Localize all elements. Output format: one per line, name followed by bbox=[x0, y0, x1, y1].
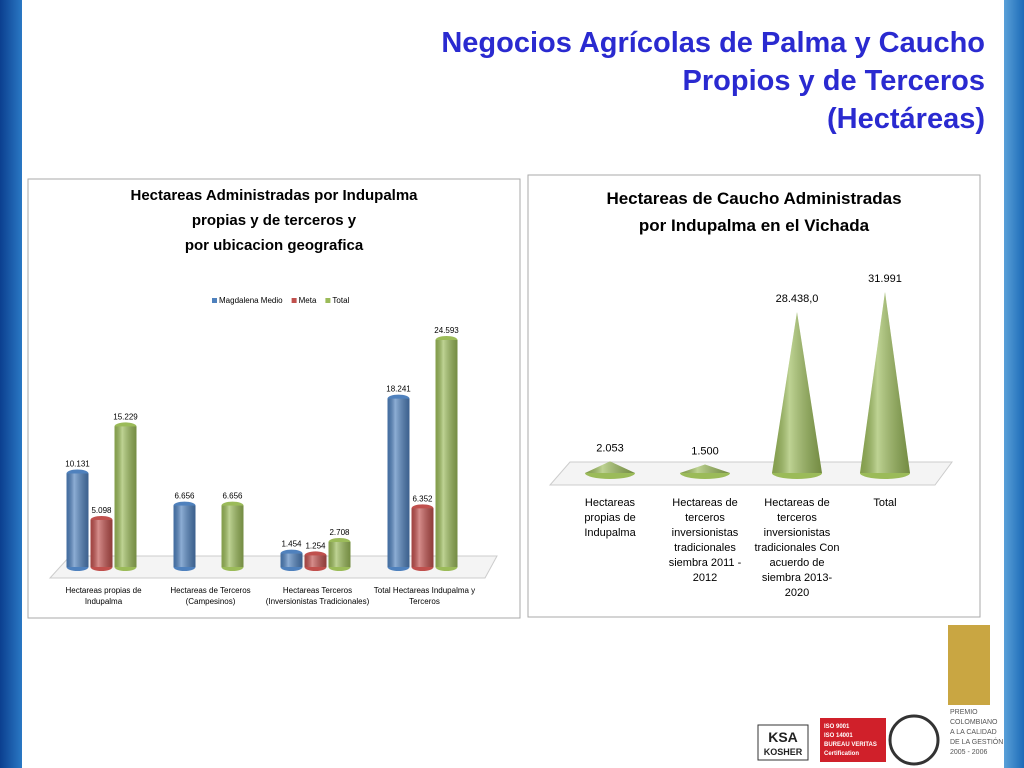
legend-label: Meta bbox=[299, 296, 317, 305]
bar-shine bbox=[90, 519, 113, 567]
value-label: 31.991 bbox=[868, 273, 902, 285]
premio-text: PREMIO bbox=[950, 709, 978, 716]
cone-shine bbox=[860, 292, 910, 473]
value-label: 5.098 bbox=[91, 506, 112, 515]
value-label: 2.053 bbox=[596, 442, 624, 454]
bv-text: ISO 14001 bbox=[824, 733, 853, 739]
value-label: 18.241 bbox=[386, 385, 411, 394]
chart-frame bbox=[527, 174, 981, 618]
chart-title: propias y de terceros y bbox=[192, 212, 357, 229]
x-tick-label: Hectareas propias de Indupalma bbox=[584, 497, 636, 539]
value-label: 2.708 bbox=[329, 528, 350, 537]
legend-swatch bbox=[212, 298, 217, 303]
ksa-text: KSA bbox=[768, 729, 798, 745]
right-stripe bbox=[1004, 0, 1024, 768]
ksa-text: KOSHER bbox=[764, 747, 803, 757]
value-label: 6.352 bbox=[412, 494, 433, 503]
x-tick-label: Total Hectareas Indupalma y Terceros bbox=[373, 586, 476, 606]
left-stripe bbox=[0, 0, 22, 768]
legend-swatch bbox=[325, 298, 331, 303]
x-tick-label: Hectareas de terceros inversionistas tra… bbox=[668, 497, 742, 584]
bar-shine bbox=[387, 398, 410, 567]
x-tick-label: Total bbox=[873, 497, 897, 509]
bar-shine bbox=[66, 473, 89, 567]
bv-logo bbox=[820, 718, 886, 762]
value-label: 6.656 bbox=[174, 492, 195, 501]
bv-text: Certification bbox=[824, 751, 859, 757]
bar-shine bbox=[304, 555, 327, 567]
x-tick-label: Hectareas de terceros inversionistas tra… bbox=[754, 497, 840, 599]
legend-swatch bbox=[291, 298, 297, 303]
premio-text: 2005 - 2006 bbox=[950, 749, 987, 756]
bar-shine bbox=[280, 553, 303, 567]
value-label: 6.656 bbox=[222, 492, 243, 501]
cone-shine bbox=[772, 312, 822, 473]
slide-title: Negocios Agrícolas de Palma y Caucho bbox=[441, 27, 985, 59]
x-tick-label: Hectareas Terceros (Inversionistas Tradi… bbox=[265, 586, 370, 606]
slide-title: (Hectáreas) bbox=[827, 103, 985, 135]
premio-text: DE LA GESTIÓN bbox=[950, 737, 1003, 746]
premio-logo bbox=[948, 625, 990, 705]
value-label: 15.229 bbox=[113, 412, 138, 421]
value-label: 1.454 bbox=[281, 540, 302, 549]
value-label: 1.500 bbox=[691, 446, 719, 458]
slide-title: Propios y de Terceros bbox=[683, 65, 985, 97]
chart-title: por Indupalma en el Vichada bbox=[639, 216, 870, 235]
bv-emblem bbox=[888, 714, 940, 766]
cone-shine bbox=[680, 464, 730, 473]
bar-shine bbox=[221, 505, 244, 567]
value-label: 24.593 bbox=[434, 326, 459, 335]
x-tick-label: Hectareas propias de Indupalma bbox=[65, 586, 142, 606]
chart-floor bbox=[548, 461, 953, 486]
bar-shine bbox=[411, 508, 434, 567]
bar-shine bbox=[435, 340, 458, 567]
bar-shine bbox=[173, 505, 196, 567]
bar-shine bbox=[328, 542, 351, 567]
premio-text: COLOMBIANO bbox=[950, 719, 998, 726]
chart-floor bbox=[48, 555, 498, 579]
bv-text: BUREAU VERITAS bbox=[824, 742, 877, 748]
legend-label: Magdalena Medio bbox=[219, 296, 283, 305]
premio-text: A LA CALIDAD bbox=[950, 729, 997, 736]
bar-shine bbox=[114, 426, 137, 567]
chart-title: Hectareas Administradas por Indupalma bbox=[130, 187, 418, 204]
chart-title: Hectareas de Caucho Administradas bbox=[606, 189, 901, 208]
ksa-logo bbox=[757, 724, 809, 761]
legend-label: Total bbox=[332, 296, 349, 305]
bv-text: ISO 9001 bbox=[824, 724, 850, 730]
cone-shine bbox=[585, 461, 635, 473]
value-label: 28.438,0 bbox=[776, 293, 819, 305]
value-label: 1.254 bbox=[305, 541, 326, 550]
x-tick-label: Hectareas de Terceros (Campesinos) bbox=[170, 586, 251, 606]
value-label: 10.131 bbox=[65, 459, 90, 468]
chart-title: por ubicacion geografica bbox=[185, 237, 364, 254]
